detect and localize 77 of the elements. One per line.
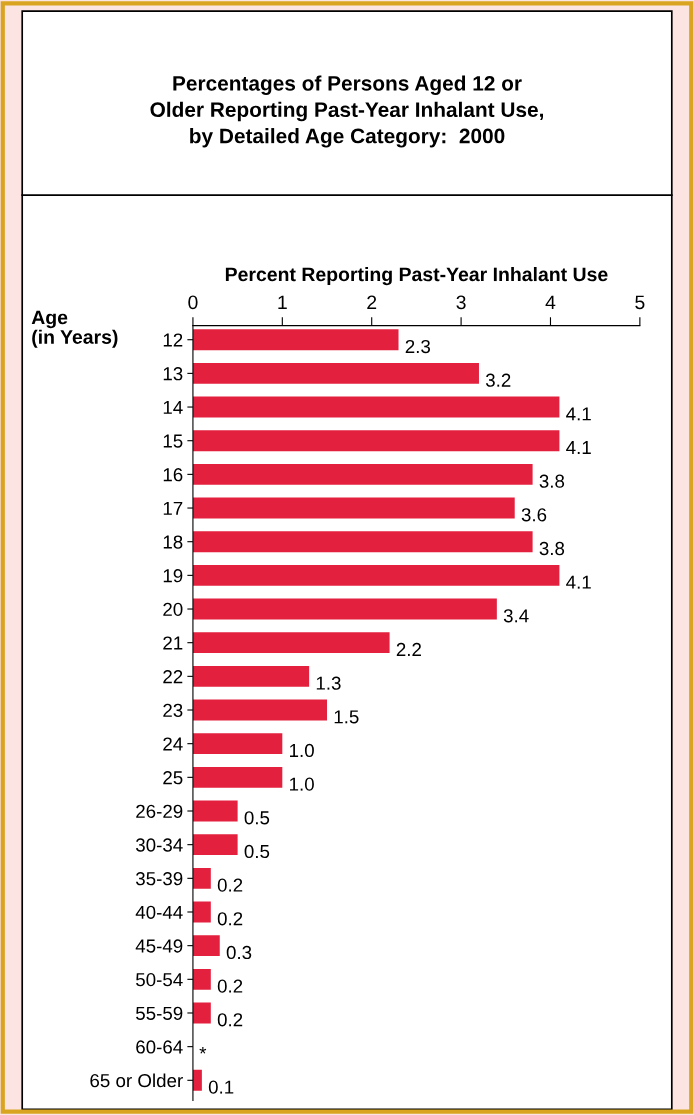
data-label: 3.8 xyxy=(539,541,565,556)
x-tick-label: 5 xyxy=(635,295,645,310)
x-axis-title: Percent Reporting Past-Year Inhalant Use xyxy=(225,266,608,286)
x-tick-label: 4 xyxy=(545,295,556,310)
bar xyxy=(192,834,238,856)
data-label: 0.2 xyxy=(217,912,243,926)
data-label: 2.3 xyxy=(405,339,431,354)
y-tick-label: 40-44 xyxy=(135,905,183,919)
y-tick-label: 26-29 xyxy=(136,804,183,818)
y-axis-title: Age (in Years) xyxy=(31,310,118,348)
bar xyxy=(192,968,211,990)
data-label: 4.1 xyxy=(566,441,591,454)
data-label: 0.5 xyxy=(244,844,270,859)
y-tick-label: 17 xyxy=(163,501,183,515)
y-tick-label: 15 xyxy=(163,434,183,448)
bar xyxy=(192,632,390,654)
y-tick-label: 21 xyxy=(163,636,183,650)
data-label: 1.5 xyxy=(334,710,359,724)
bar xyxy=(192,1002,211,1024)
bar xyxy=(192,564,560,586)
bar xyxy=(192,800,238,822)
bar xyxy=(192,598,497,620)
bar xyxy=(192,430,560,452)
data-label: 3.8 xyxy=(539,474,565,488)
data-label: 4.1 xyxy=(566,407,591,421)
y-tick-label: 22 xyxy=(163,670,183,684)
x-tick-label: 3 xyxy=(456,295,466,310)
y-tick-label: 65 or Older xyxy=(90,1073,183,1088)
y-tick-label: 25 xyxy=(163,771,183,785)
data-label: 1.3 xyxy=(316,676,341,690)
bar xyxy=(192,362,479,384)
data-label: 3.6 xyxy=(521,508,547,522)
bar xyxy=(192,699,328,721)
data-label: 3.4 xyxy=(503,609,529,623)
data-label: 0.1 xyxy=(208,1080,234,1094)
bar xyxy=(192,463,533,485)
x-tick-label: 0 xyxy=(188,295,198,310)
y-tick-label: 30-34 xyxy=(135,838,183,852)
x-tick-label: 2 xyxy=(367,295,377,310)
data-label: 3.2 xyxy=(485,373,511,387)
bar xyxy=(192,396,560,418)
bar xyxy=(192,665,310,687)
y-tick-label: 23 xyxy=(163,703,183,717)
data-label: 0.3 xyxy=(226,945,252,960)
bar xyxy=(192,531,533,553)
data-label: 4.1 xyxy=(566,575,591,589)
data-label: 1.0 xyxy=(290,743,314,758)
y-tick-label: 60-64 xyxy=(136,1040,183,1054)
y-tick-label: 14 xyxy=(163,400,183,414)
bar xyxy=(192,1069,202,1091)
y-tick-label: 20 xyxy=(163,602,183,616)
data-label: 0.2 xyxy=(217,979,243,993)
y-tick-label: 35-39 xyxy=(135,872,183,886)
y-tick-label: 24 xyxy=(163,737,183,751)
bar xyxy=(192,901,211,923)
y-tick-label: 13 xyxy=(163,367,183,381)
x-tick-label: 1 xyxy=(278,295,287,310)
data-label: 1.0 xyxy=(290,777,314,791)
data-label: 2.2 xyxy=(396,642,421,656)
y-tick-label: 18 xyxy=(163,535,183,549)
bar xyxy=(192,497,515,519)
bar xyxy=(192,867,211,889)
y-tick-label: 50-54 xyxy=(136,973,183,987)
text: * xyxy=(199,1047,207,1054)
y-tick-label: 16 xyxy=(163,468,183,482)
y-tick-label: 45-49 xyxy=(135,939,183,953)
bar xyxy=(192,766,283,788)
y-tick-label: 12 xyxy=(163,333,183,347)
chart-title: Percentages of Persons Aged 12 or Older Reporting Past-Year Inhalant Use, by Detailed Age Category: 2000 xyxy=(150,75,544,148)
bar xyxy=(192,935,220,957)
y-tick-label: 19 xyxy=(163,569,183,583)
bar xyxy=(192,733,283,755)
y-tick-label: 55-59 xyxy=(136,1006,183,1020)
data-label: 0.2 xyxy=(217,878,243,892)
data-label: 0.2 xyxy=(217,1013,243,1027)
data-label: 0.5 xyxy=(244,811,270,825)
bar xyxy=(192,329,399,351)
